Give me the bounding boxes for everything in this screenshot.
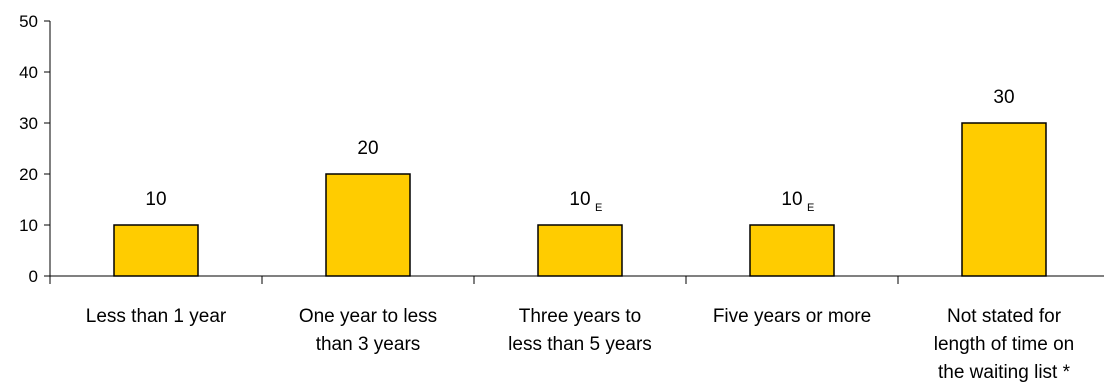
y-tick-label: 10 bbox=[19, 216, 38, 235]
x-tick-label-line: the waiting list * bbox=[938, 362, 1071, 383]
data-label: 20 bbox=[357, 138, 378, 159]
x-tick-label-line: One year to less bbox=[299, 306, 437, 327]
bar bbox=[113, 224, 199, 277]
x-tick-label-line: length of time on bbox=[934, 334, 1074, 355]
data-label: 10 bbox=[145, 189, 166, 210]
y-tick-label: 0 bbox=[29, 267, 38, 286]
x-tick-label: Three years to less than 5 years bbox=[508, 306, 652, 355]
bar bbox=[749, 224, 835, 277]
bar bbox=[325, 173, 411, 277]
y-tick-label: 50 bbox=[19, 12, 38, 31]
chart-bars bbox=[113, 122, 1047, 277]
bar bbox=[961, 122, 1047, 277]
data-label-flag: E bbox=[595, 202, 602, 214]
x-tick-label: Less than 1 year bbox=[86, 306, 227, 327]
data-label-flag: E bbox=[807, 202, 814, 214]
x-tick-label-line: less than 5 years bbox=[508, 334, 652, 355]
bar bbox=[537, 224, 623, 277]
x-tick-label: Five years or more bbox=[713, 306, 871, 327]
chart-category-labels: Less than 1 year One year to less than 3 y… bbox=[86, 306, 1074, 383]
chart-axes: 0 10 20 30 40 50 bbox=[19, 12, 1104, 286]
y-tick-label: 40 bbox=[19, 63, 38, 82]
x-tick-label-line: Five years or more bbox=[713, 306, 871, 327]
x-tick-label: One year to less than 3 years bbox=[299, 306, 437, 355]
x-tick-label: Not stated for length of time on the waiti… bbox=[934, 306, 1074, 383]
y-tick-label: 20 bbox=[19, 165, 38, 184]
x-tick-label-line: Less than 1 year bbox=[86, 306, 227, 327]
data-label: 10 bbox=[569, 189, 590, 210]
x-tick-label-line: Three years to bbox=[519, 306, 642, 327]
y-tick-label: 30 bbox=[19, 114, 38, 133]
data-label: 10 bbox=[781, 189, 802, 210]
chart-data-labels: 10 20 10 E 10 E 30 bbox=[145, 87, 1014, 214]
x-tick-label-line: than 3 years bbox=[316, 334, 421, 355]
x-tick-label-line: Not stated for bbox=[947, 306, 1062, 327]
data-label: 30 bbox=[993, 87, 1014, 108]
